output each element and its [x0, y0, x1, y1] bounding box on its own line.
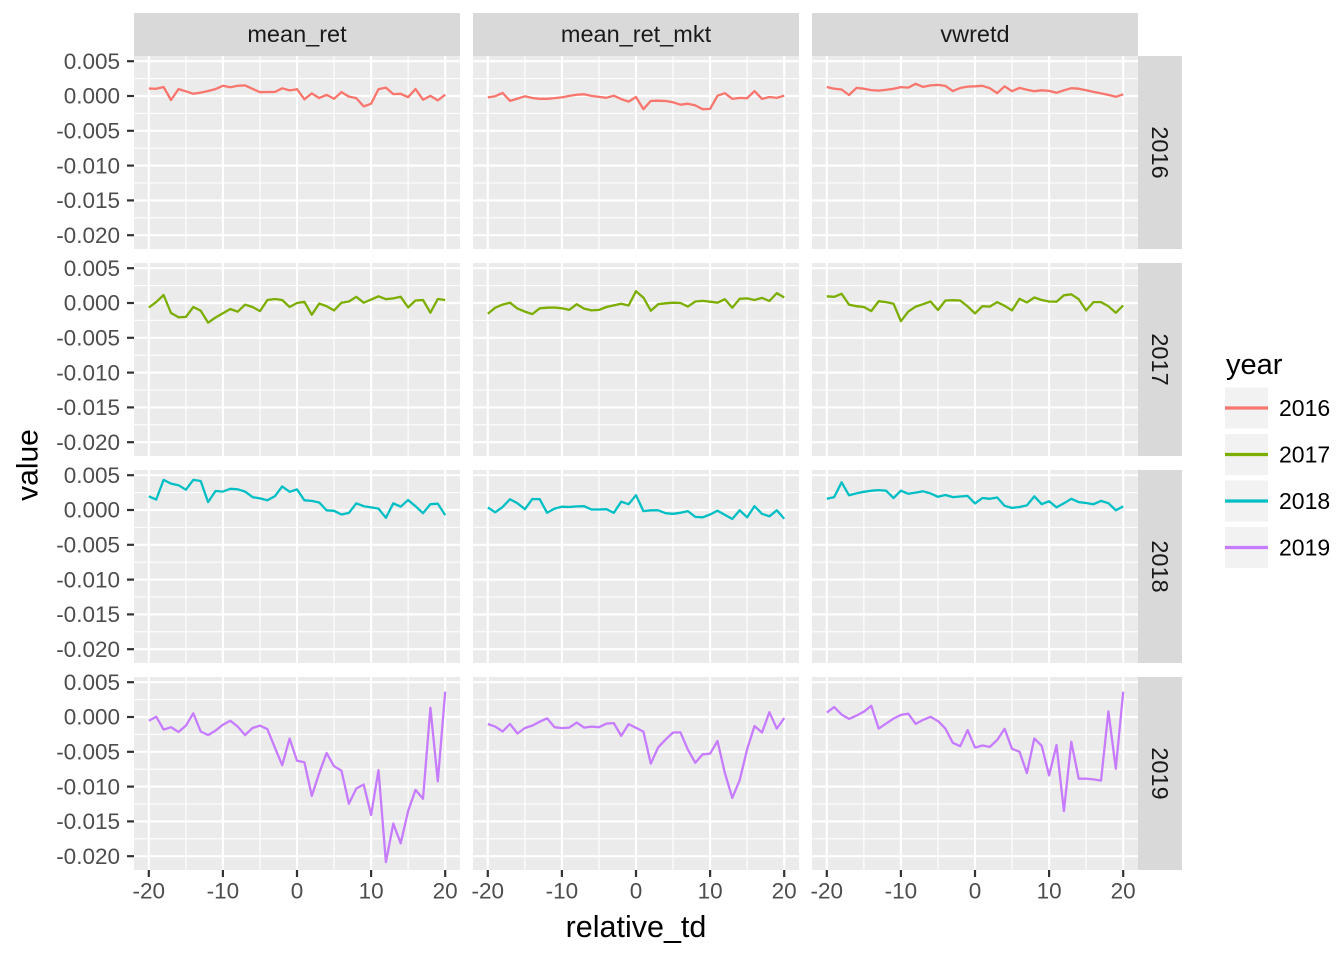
svg-text:-0.010: -0.010: [56, 567, 120, 592]
svg-text:2016: 2016: [1279, 395, 1330, 421]
svg-text:mean_ret_mkt: mean_ret_mkt: [561, 21, 712, 47]
svg-text:0.005: 0.005: [64, 463, 120, 488]
svg-text:10: 10: [1037, 879, 1062, 904]
svg-text:0.000: 0.000: [64, 84, 120, 109]
svg-text:0.000: 0.000: [64, 291, 120, 316]
svg-text:-0.015: -0.015: [56, 809, 120, 834]
svg-text:2017: 2017: [1147, 333, 1173, 385]
svg-text:0.000: 0.000: [64, 498, 120, 523]
svg-text:-20: -20: [472, 879, 505, 904]
svg-text:-0.010: -0.010: [56, 774, 120, 799]
svg-text:-0.020: -0.020: [56, 844, 120, 869]
svg-text:10: 10: [698, 879, 723, 904]
svg-text:20: 20: [1111, 879, 1136, 904]
svg-text:2017: 2017: [1279, 442, 1330, 468]
svg-text:-10: -10: [207, 879, 240, 904]
svg-text:0: 0: [291, 879, 304, 904]
svg-text:-0.015: -0.015: [56, 188, 120, 213]
svg-text:0.005: 0.005: [64, 670, 120, 695]
svg-text:value: value: [12, 429, 45, 501]
svg-text:relative_td: relative_td: [566, 910, 707, 944]
svg-text:-10: -10: [546, 879, 579, 904]
svg-text:-0.005: -0.005: [56, 325, 120, 350]
svg-text:-0.005: -0.005: [56, 532, 120, 557]
svg-text:-0.005: -0.005: [56, 739, 120, 764]
svg-text:20: 20: [772, 879, 797, 904]
svg-text:-0.005: -0.005: [56, 118, 120, 143]
svg-text:-10: -10: [885, 879, 918, 904]
svg-text:20: 20: [433, 879, 458, 904]
svg-text:2016: 2016: [1147, 126, 1173, 178]
svg-text:0.005: 0.005: [64, 256, 120, 281]
svg-text:-0.010: -0.010: [56, 153, 120, 178]
svg-text:mean_ret: mean_ret: [247, 21, 347, 47]
svg-text:0: 0: [630, 879, 643, 904]
svg-text:2019: 2019: [1279, 535, 1330, 561]
svg-text:2018: 2018: [1147, 540, 1173, 592]
svg-text:10: 10: [359, 879, 384, 904]
svg-text:-0.015: -0.015: [56, 602, 120, 627]
svg-text:year: year: [1226, 349, 1283, 381]
svg-text:0.005: 0.005: [64, 49, 120, 74]
svg-text:-0.020: -0.020: [56, 223, 120, 248]
svg-text:vwretd: vwretd: [940, 21, 1009, 47]
svg-text:-0.010: -0.010: [56, 360, 120, 385]
svg-text:-0.015: -0.015: [56, 395, 120, 420]
svg-text:0: 0: [969, 879, 982, 904]
svg-text:-0.020: -0.020: [56, 637, 120, 662]
svg-text:-20: -20: [811, 879, 844, 904]
svg-text:-20: -20: [133, 879, 166, 904]
svg-text:-0.020: -0.020: [56, 430, 120, 455]
svg-text:0.000: 0.000: [64, 705, 120, 730]
svg-text:2018: 2018: [1279, 488, 1330, 514]
svg-text:2019: 2019: [1147, 747, 1173, 799]
